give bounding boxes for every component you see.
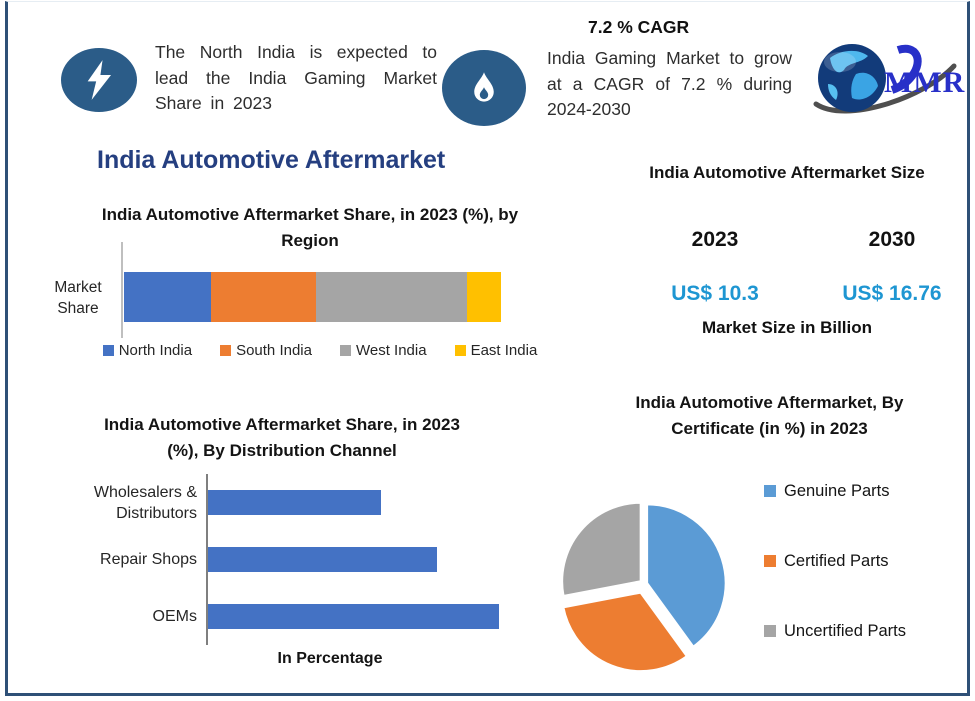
lightning-badge — [61, 48, 137, 112]
pie-legend-item-certified-parts: Certified Parts — [764, 552, 906, 571]
legend-swatch-icon — [339, 345, 351, 356]
legend-swatch-icon — [220, 345, 232, 356]
size-year-2023: 2023 — [691, 228, 739, 251]
mmr-logo-text: MMR — [884, 66, 966, 99]
size-year-2030: 2030 — [868, 228, 916, 251]
dist-bar-oems — [208, 604, 499, 629]
legend-label: Uncertified Parts — [784, 622, 906, 640]
region-legend-item-east-india: East India — [454, 342, 538, 359]
distribution-chart-labels: Wholesalers & Distributors Repair Shops OE… — [30, 474, 206, 645]
region-segment-south-india — [210, 272, 317, 322]
region-legend: North India South India West India East Ind… — [85, 342, 555, 359]
region-segment-east-india — [467, 272, 501, 322]
dist-row-label-oems: OEMs — [152, 608, 197, 625]
highlight-right-text: India Gaming Market to grow at a CAGR of… — [547, 48, 792, 119]
legend-label: North India — [118, 342, 193, 359]
flame-icon — [466, 70, 502, 106]
pie-chart-title: India Automotive Aftermarket, By Certifi… — [635, 393, 904, 438]
legend-label: Certified Parts — [784, 552, 889, 570]
distribution-chart-plot — [206, 474, 508, 645]
distribution-chart-title: India Automotive Aftermarket Share, in 2… — [104, 415, 460, 460]
pie-legend-item-genuine-parts: Genuine Parts — [764, 482, 906, 501]
size-value-2030: US$ 16.76 — [842, 282, 942, 305]
dist-row — [208, 588, 508, 645]
size-panel-caption: Market Size in Billion — [701, 318, 873, 337]
globe-swoosh-icon — [812, 40, 962, 125]
dist-bar-repair-shops — [208, 547, 437, 572]
region-legend-item-north-india: North India — [102, 342, 193, 359]
dist-row — [208, 531, 508, 588]
mmr-logo: MMR — [812, 40, 967, 120]
legend-label: Genuine Parts — [784, 482, 890, 500]
legend-swatch-icon — [764, 555, 776, 567]
legend-label: South India — [236, 342, 312, 359]
dist-row-label-wholesalers-distributors: Wholesalers & Distributors — [93, 483, 197, 522]
pie-slice-uncertified-parts — [560, 501, 643, 598]
highlight-left-text: The North India is expected to lead the … — [155, 42, 437, 113]
dist-bar-wholesalers-distributors — [208, 490, 382, 515]
page-title: India Automotive Aftermarket — [97, 146, 446, 174]
distribution-chart-xlabel: In Percentage — [277, 650, 383, 667]
region-legend-item-south-india: South India — [220, 342, 312, 359]
size-value-2023: US$ 10.3 — [671, 282, 759, 305]
cagr-title: 7.2 % CAGR — [588, 17, 690, 37]
pie-slice-certified-parts — [561, 590, 689, 673]
region-chart-title: India Automotive Aftermarket Share, in 2… — [101, 205, 519, 250]
dist-row — [208, 474, 508, 531]
legend-swatch-icon — [454, 345, 466, 356]
region-segment-west-india — [316, 272, 468, 322]
legend-swatch-icon — [102, 345, 114, 356]
flame-badge — [442, 50, 526, 126]
legend-swatch-icon — [764, 485, 776, 497]
pie-legend-item-uncertified-parts: Uncertified Parts — [764, 622, 906, 641]
lightning-icon — [82, 60, 116, 100]
region-chart-ylabel: Market Share — [54, 279, 102, 317]
legend-swatch-icon — [764, 625, 776, 637]
legend-label: East India — [470, 342, 538, 359]
region-stacked-bar — [124, 272, 501, 322]
pie-slice-genuine-parts — [645, 502, 728, 649]
region-legend-item-west-india: West India — [339, 342, 427, 359]
legend-label: West India — [355, 342, 427, 359]
pie-legend: Genuine Parts Certified Parts Uncertified … — [764, 482, 906, 692]
region-chart-axis — [121, 242, 123, 338]
pie-chart — [560, 501, 728, 673]
dist-row-label-repair-shops: Repair Shops — [100, 551, 197, 568]
size-panel-title: India Automotive Aftermarket Size — [649, 163, 925, 182]
region-segment-north-india — [124, 272, 211, 322]
